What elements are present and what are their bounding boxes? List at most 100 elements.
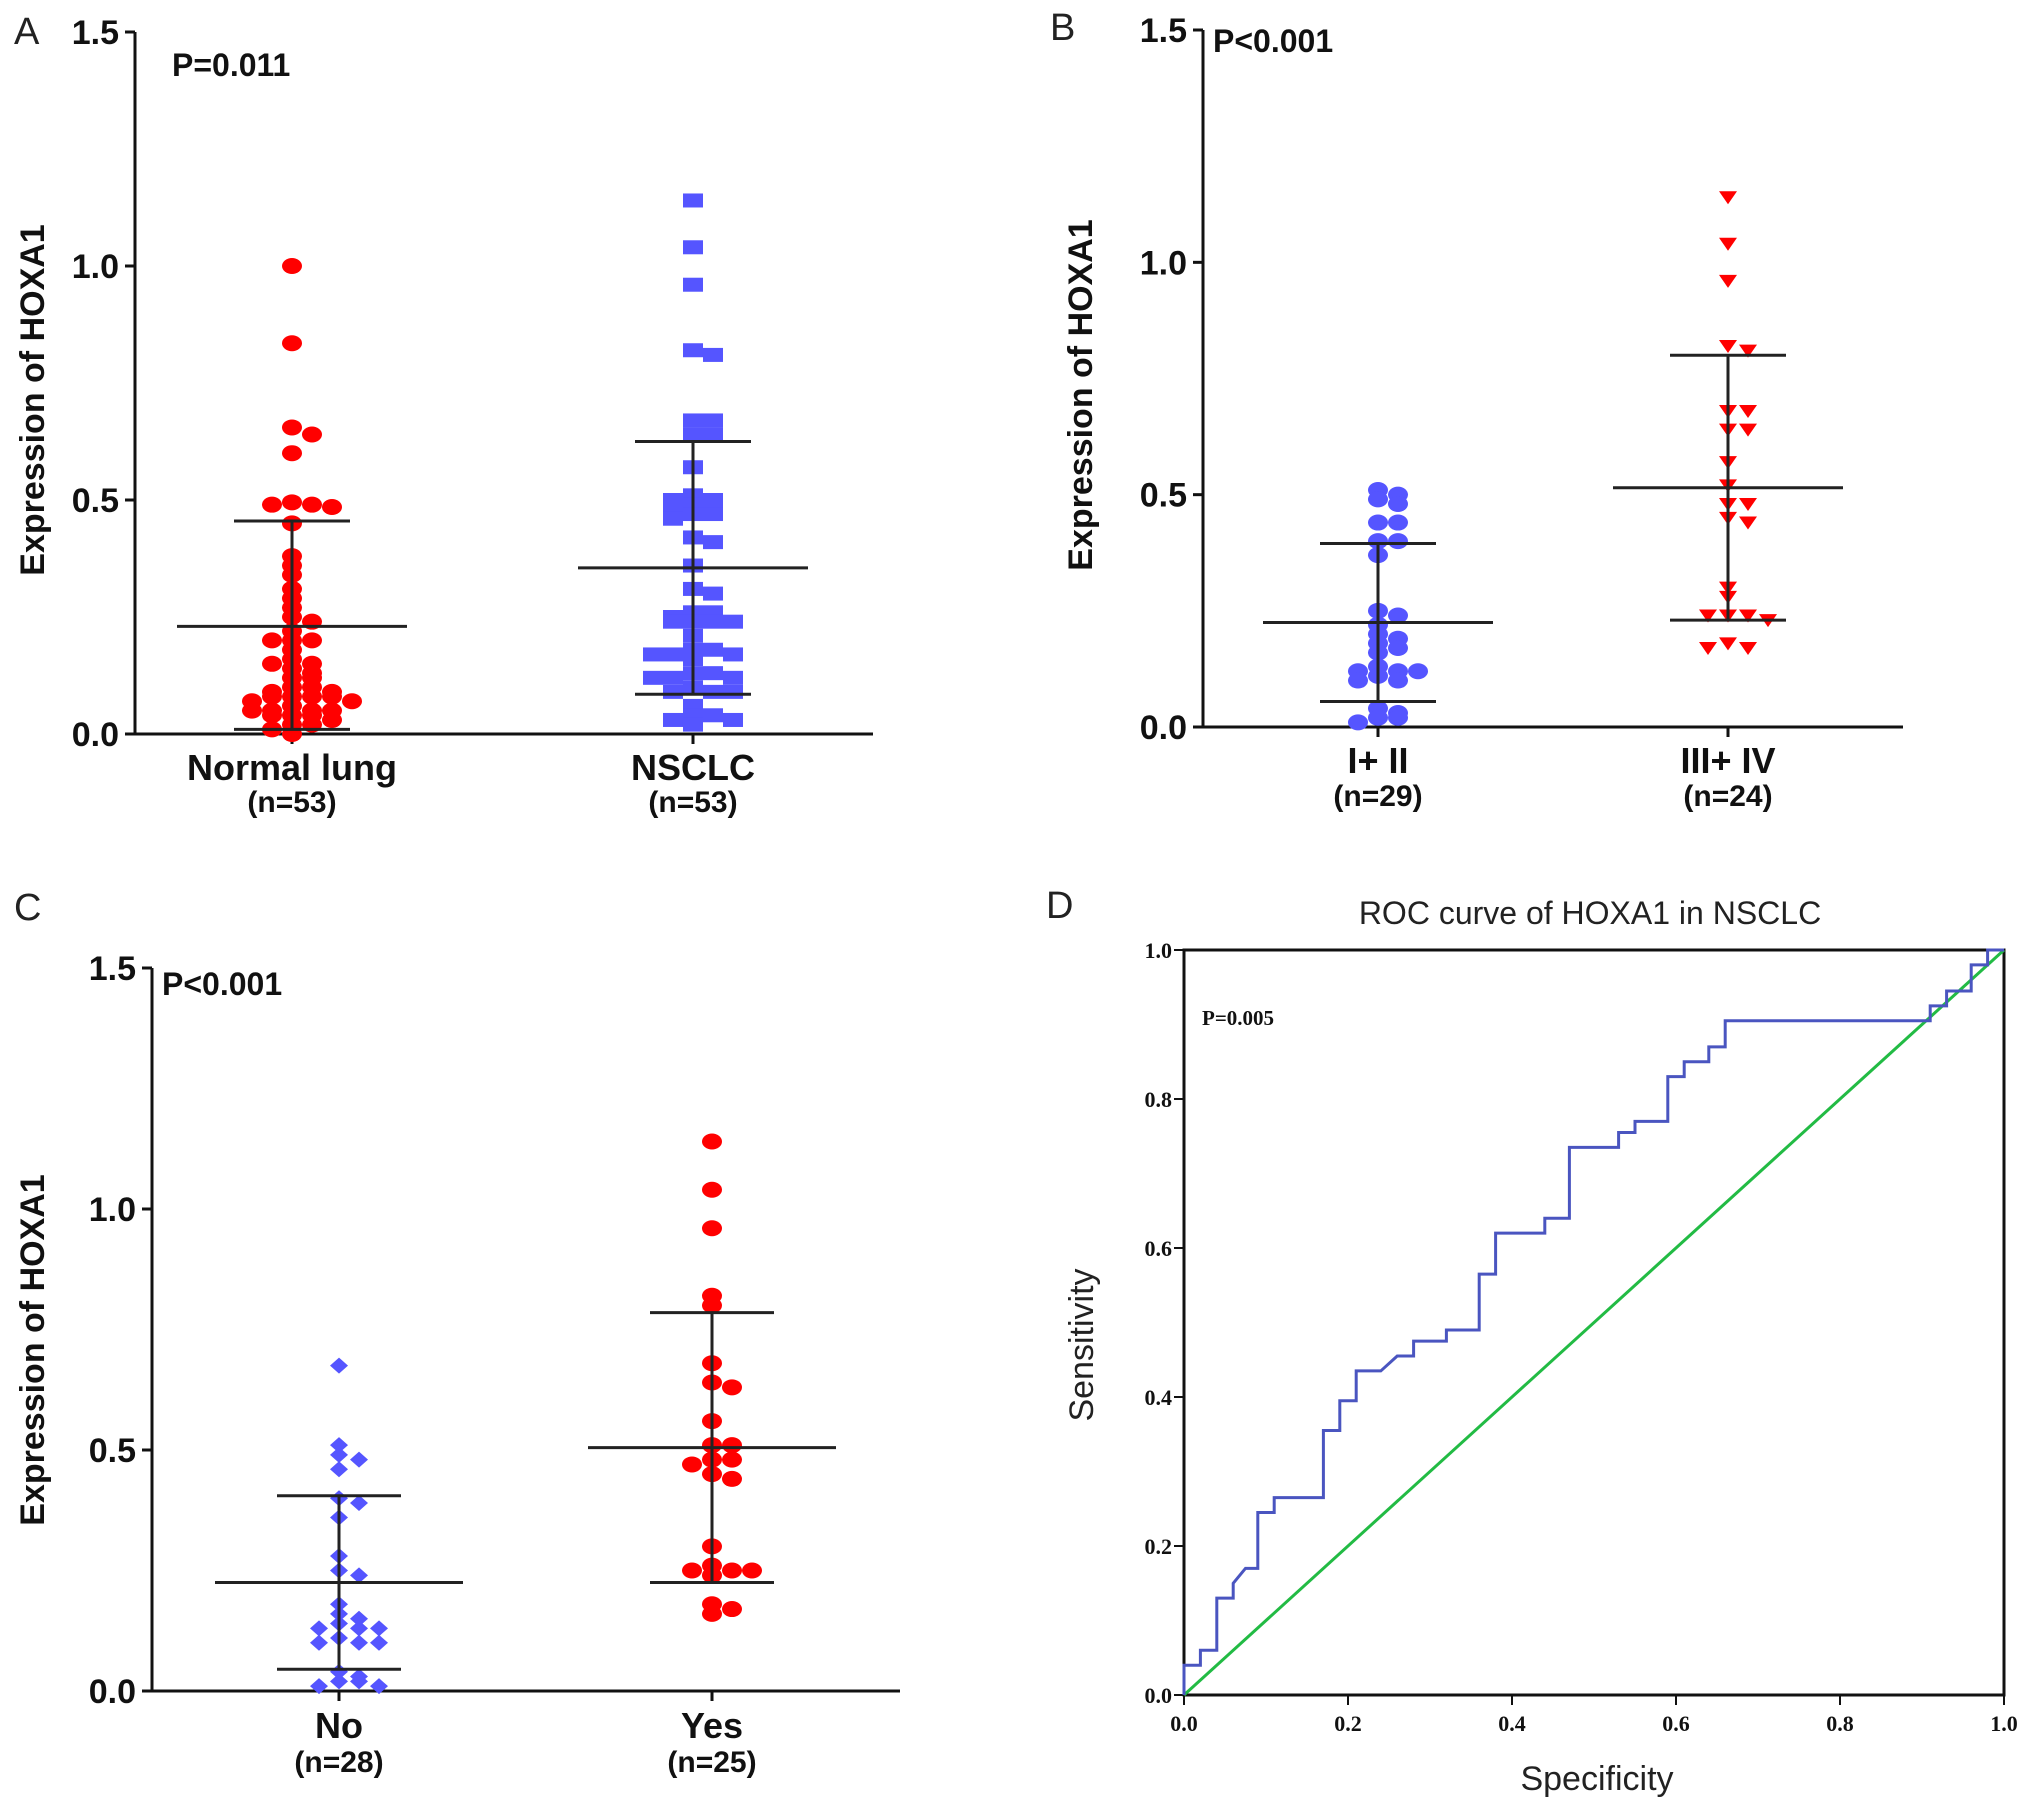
data-point <box>1368 709 1388 726</box>
data-point <box>350 1620 368 1637</box>
data-point <box>703 347 723 362</box>
panel-a-ylabel: Expression of HOXA1 <box>14 224 52 575</box>
panel-c-marks <box>215 1133 836 1695</box>
data-point <box>722 1437 742 1454</box>
data-point <box>663 684 683 699</box>
data-point <box>663 647 683 662</box>
data-point <box>723 684 743 699</box>
data-point <box>722 1562 742 1579</box>
y-tick-label: 0.0 <box>1145 1683 1173 1708</box>
data-point <box>330 1673 348 1690</box>
data-point <box>703 642 723 657</box>
data-point <box>330 1663 348 1680</box>
data-point <box>322 499 342 516</box>
data-point <box>350 1673 368 1690</box>
data-point <box>643 647 663 662</box>
data-point <box>322 688 342 705</box>
category-label: NSCLC <box>631 747 755 788</box>
x-tick-label: 0.2 <box>1334 1711 1362 1736</box>
data-point <box>350 1610 368 1627</box>
data-point <box>682 1562 702 1579</box>
panel-b-marks <box>1263 191 1843 731</box>
data-point <box>310 1678 328 1695</box>
y-tick-label: 1.0 <box>72 248 119 286</box>
data-point <box>683 343 703 358</box>
data-point <box>350 1451 368 1468</box>
data-point <box>310 1620 328 1637</box>
data-point <box>1739 344 1757 358</box>
data-point <box>643 670 663 685</box>
roc-marks <box>1182 948 2006 1697</box>
data-point <box>703 614 723 629</box>
data-point <box>722 1451 742 1468</box>
category-label: III+ IV <box>1680 740 1775 781</box>
data-point <box>683 413 703 428</box>
panel-label-a: A <box>14 11 40 53</box>
data-point <box>702 1220 722 1237</box>
data-point <box>1739 405 1757 419</box>
data-point <box>702 1297 722 1314</box>
y-tick-label: 0.5 <box>1140 477 1187 515</box>
data-point <box>1388 640 1408 657</box>
data-point <box>703 413 723 428</box>
panel-a-marks <box>177 193 808 742</box>
data-point <box>262 655 282 672</box>
panel-d: D ROC curve of HOXA1 in NSCLC Sensitivit… <box>1046 885 2018 1798</box>
roc-title: ROC curve of HOXA1 in NSCLC <box>1359 895 1821 931</box>
data-point <box>703 427 723 442</box>
data-point <box>1388 514 1408 531</box>
data-point <box>1388 672 1408 689</box>
data-point <box>683 240 703 255</box>
data-point <box>723 647 743 662</box>
data-point <box>1348 714 1368 731</box>
data-point <box>282 258 302 274</box>
panel-a-pvalue: P=0.011 <box>172 47 290 83</box>
data-point <box>1388 533 1408 550</box>
data-point <box>703 586 723 601</box>
roc-ylabel: Sensitivity <box>1063 1268 1101 1421</box>
sample-size-label: (n=53) <box>247 786 336 819</box>
y-tick-label: 1.5 <box>72 14 119 52</box>
panel-c-pvalue: P<0.001 <box>162 966 282 1002</box>
y-tick-label: 0.6 <box>1145 1236 1173 1261</box>
data-point <box>683 717 703 732</box>
x-tick-label: 0.4 <box>1498 1711 1526 1736</box>
data-point <box>742 1562 762 1579</box>
panel-label-d: D <box>1046 885 1073 927</box>
data-point <box>322 711 342 728</box>
y-tick-label: 0.5 <box>72 482 119 520</box>
data-point <box>1719 237 1737 251</box>
data-point <box>702 1605 722 1622</box>
data-point <box>702 1133 722 1150</box>
category-label: I+ II <box>1347 740 1408 781</box>
data-point <box>1368 491 1388 508</box>
panel-c: C Expression of HOXA1 P<0.001 0.0 0.5 1.0 1… <box>14 887 900 1779</box>
data-point <box>302 688 322 705</box>
data-point <box>282 445 302 462</box>
data-point <box>683 277 703 292</box>
panel-b-ylabel: Expression of HOXA1 <box>1062 219 1100 570</box>
data-point <box>1408 663 1428 680</box>
data-point <box>302 426 322 443</box>
data-point <box>282 494 302 511</box>
data-point <box>1348 672 1368 689</box>
data-point <box>702 1181 722 1198</box>
data-point <box>663 614 683 629</box>
data-point <box>1719 339 1737 353</box>
data-point <box>703 708 723 723</box>
data-point <box>1739 497 1757 511</box>
y-tick-label: 0.0 <box>89 1673 136 1711</box>
data-point <box>723 712 743 727</box>
data-point <box>330 1461 348 1478</box>
data-point <box>1388 607 1408 624</box>
y-tick-label: 0.2 <box>1145 1534 1173 1559</box>
data-point <box>262 707 282 724</box>
category-label: No <box>315 1705 363 1746</box>
data-point <box>703 535 723 550</box>
data-point <box>703 666 723 681</box>
data-point <box>1388 495 1408 512</box>
data-point <box>1739 609 1757 623</box>
data-point <box>1388 709 1408 726</box>
y-tick-label: 0.4 <box>1145 1385 1173 1410</box>
y-tick-label: 1.0 <box>1145 938 1173 963</box>
